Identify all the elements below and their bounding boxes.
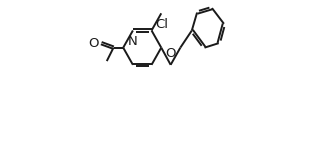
Text: O: O: [166, 47, 176, 60]
Text: O: O: [88, 37, 99, 50]
Text: N: N: [128, 35, 138, 48]
Text: Cl: Cl: [155, 18, 168, 31]
